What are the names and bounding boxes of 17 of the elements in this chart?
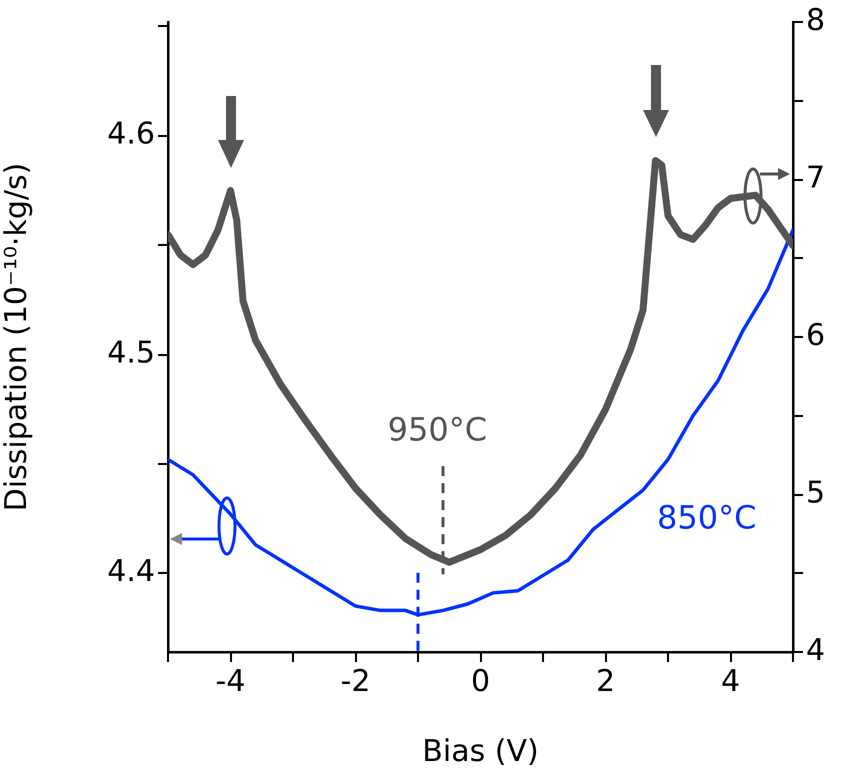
annotation: 950°C — [388, 410, 488, 448]
y2-tick-label: 6 — [806, 318, 826, 353]
x-tick-label: -4 — [216, 664, 246, 699]
y2-tick-label: 4 — [806, 632, 826, 668]
y2-tick-label: 8 — [806, 2, 826, 38]
x-tick-label: -2 — [340, 664, 370, 699]
x-tick-label: 4 — [720, 664, 740, 699]
y2-tick-label: 5 — [806, 475, 826, 510]
y-tick-label: 4.6 — [107, 116, 155, 152]
y-tick-label: 4.4 — [107, 554, 155, 590]
x-tick-label: 0 — [470, 664, 490, 699]
x-tick-label: 2 — [596, 664, 616, 699]
y-tick-label: 4.5 — [107, 335, 155, 370]
y-axis-title: Dissipation (10⁻¹⁰·kg/s) — [0, 162, 34, 512]
annotation: 850°C — [657, 498, 756, 537]
x-axis-title: Bias (V) — [422, 734, 539, 769]
y2-tick-label: 7 — [806, 160, 826, 196]
